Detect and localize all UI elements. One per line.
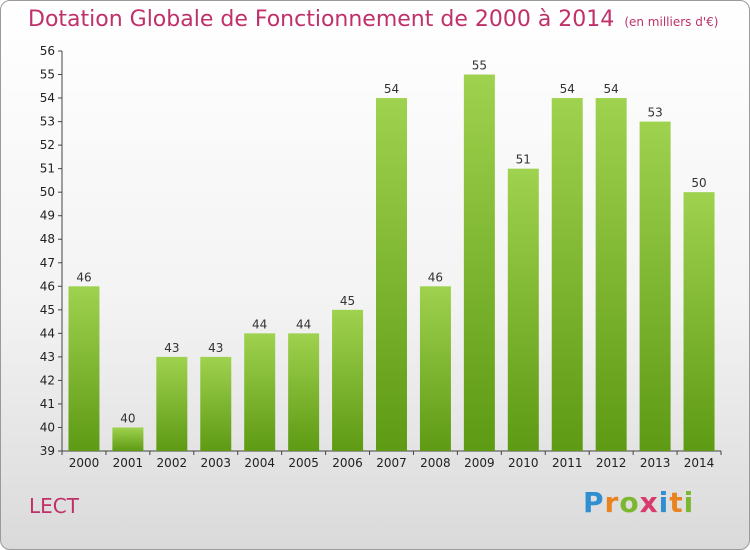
x-tick-label: 2010	[508, 456, 539, 470]
labels: 46 2000 40 2001 43 2002 43 2003 44 2004 44 2005 45 20…	[69, 59, 715, 470]
x-tick-label: 2014	[684, 456, 715, 470]
data-label: 46	[76, 270, 91, 284]
y-tick-label: 56	[40, 44, 55, 58]
y-tick-label: 46	[40, 279, 55, 293]
bar	[244, 333, 276, 451]
bar	[419, 286, 451, 451]
y-tick-label: 39	[40, 444, 55, 458]
brand-letter: t	[669, 486, 684, 519]
x-tick-label: 2011	[552, 456, 583, 470]
x-tick-label: 2003	[200, 456, 231, 470]
brand-letter: P	[583, 486, 605, 519]
bar	[639, 121, 671, 452]
x-tick-label: 2002	[157, 456, 188, 470]
proxiti-logo: Proxiti	[583, 486, 694, 519]
y-tick-label: 55	[40, 68, 55, 82]
bar	[68, 286, 100, 451]
data-label: 43	[208, 341, 223, 355]
data-label: 44	[252, 317, 267, 331]
data-label: 45	[340, 294, 355, 308]
x-tick-label: 2001	[113, 456, 144, 470]
y-tick-label: 43	[40, 350, 55, 364]
y-tick-label: 47	[40, 256, 55, 270]
y-tick-label: 51	[40, 162, 55, 176]
bars	[68, 74, 715, 452]
data-label: 40	[120, 411, 135, 425]
y-tick-label: 42	[40, 373, 55, 387]
data-label: 55	[472, 59, 487, 73]
y-tick-label: 54	[40, 91, 55, 105]
y-tick-label: 48	[40, 232, 55, 246]
y-tick-label: 50	[40, 185, 55, 199]
x-tick-label: 2008	[420, 456, 451, 470]
axes: 39 40 41 42 43 44 45 46 47 48 49 50 51 52 53 54 55 56	[40, 44, 722, 458]
bar	[463, 74, 495, 451]
data-label: 54	[604, 82, 619, 96]
bar	[200, 356, 232, 451]
data-label: 53	[647, 106, 662, 120]
bar	[156, 356, 188, 451]
brand-letter: i	[658, 486, 670, 519]
x-tick-label: 2004	[244, 456, 275, 470]
bar	[507, 168, 539, 451]
brand-letter: i	[683, 486, 695, 519]
y-tick-label: 52	[40, 138, 55, 152]
y-tick-label: 53	[40, 115, 55, 129]
bar	[112, 427, 144, 451]
data-label: 46	[428, 270, 443, 284]
bar	[288, 333, 320, 451]
y-tick-label: 40	[40, 420, 55, 434]
brand-letter: x	[639, 486, 659, 519]
x-tick-label: 2012	[596, 456, 627, 470]
x-tick-label: 2009	[464, 456, 495, 470]
x-tick-label: 2013	[640, 456, 671, 470]
data-label: 50	[691, 176, 706, 190]
y-tick-label: 44	[40, 326, 55, 340]
data-label: 54	[384, 82, 399, 96]
data-label: 54	[560, 82, 575, 96]
bar	[376, 98, 407, 451]
x-tick-label: 2007	[376, 456, 407, 470]
data-label: 51	[516, 153, 531, 167]
commune-name: LECT	[29, 494, 79, 518]
chart-unit: (en milliers d'€)	[624, 15, 719, 29]
y-tick-label: 41	[40, 397, 55, 411]
brand-letter: r	[604, 486, 620, 519]
data-label: 43	[164, 341, 179, 355]
bar	[595, 98, 627, 451]
chart-title: Dotation Globale de Fonctionnement de 20…	[28, 7, 718, 32]
data-label: 44	[296, 317, 311, 331]
x-tick-label: 2006	[332, 456, 363, 470]
bar	[551, 98, 583, 451]
x-tick-label: 2000	[69, 456, 100, 470]
x-tick-label: 2005	[288, 456, 319, 470]
bar	[332, 309, 364, 451]
y-tick-label: 49	[40, 209, 55, 223]
y-tick-label: 45	[40, 303, 55, 317]
bar	[683, 192, 715, 452]
title-text: Dotation Globale de Fonctionnement de 20…	[28, 7, 615, 32]
brand-letter: o	[619, 486, 640, 519]
